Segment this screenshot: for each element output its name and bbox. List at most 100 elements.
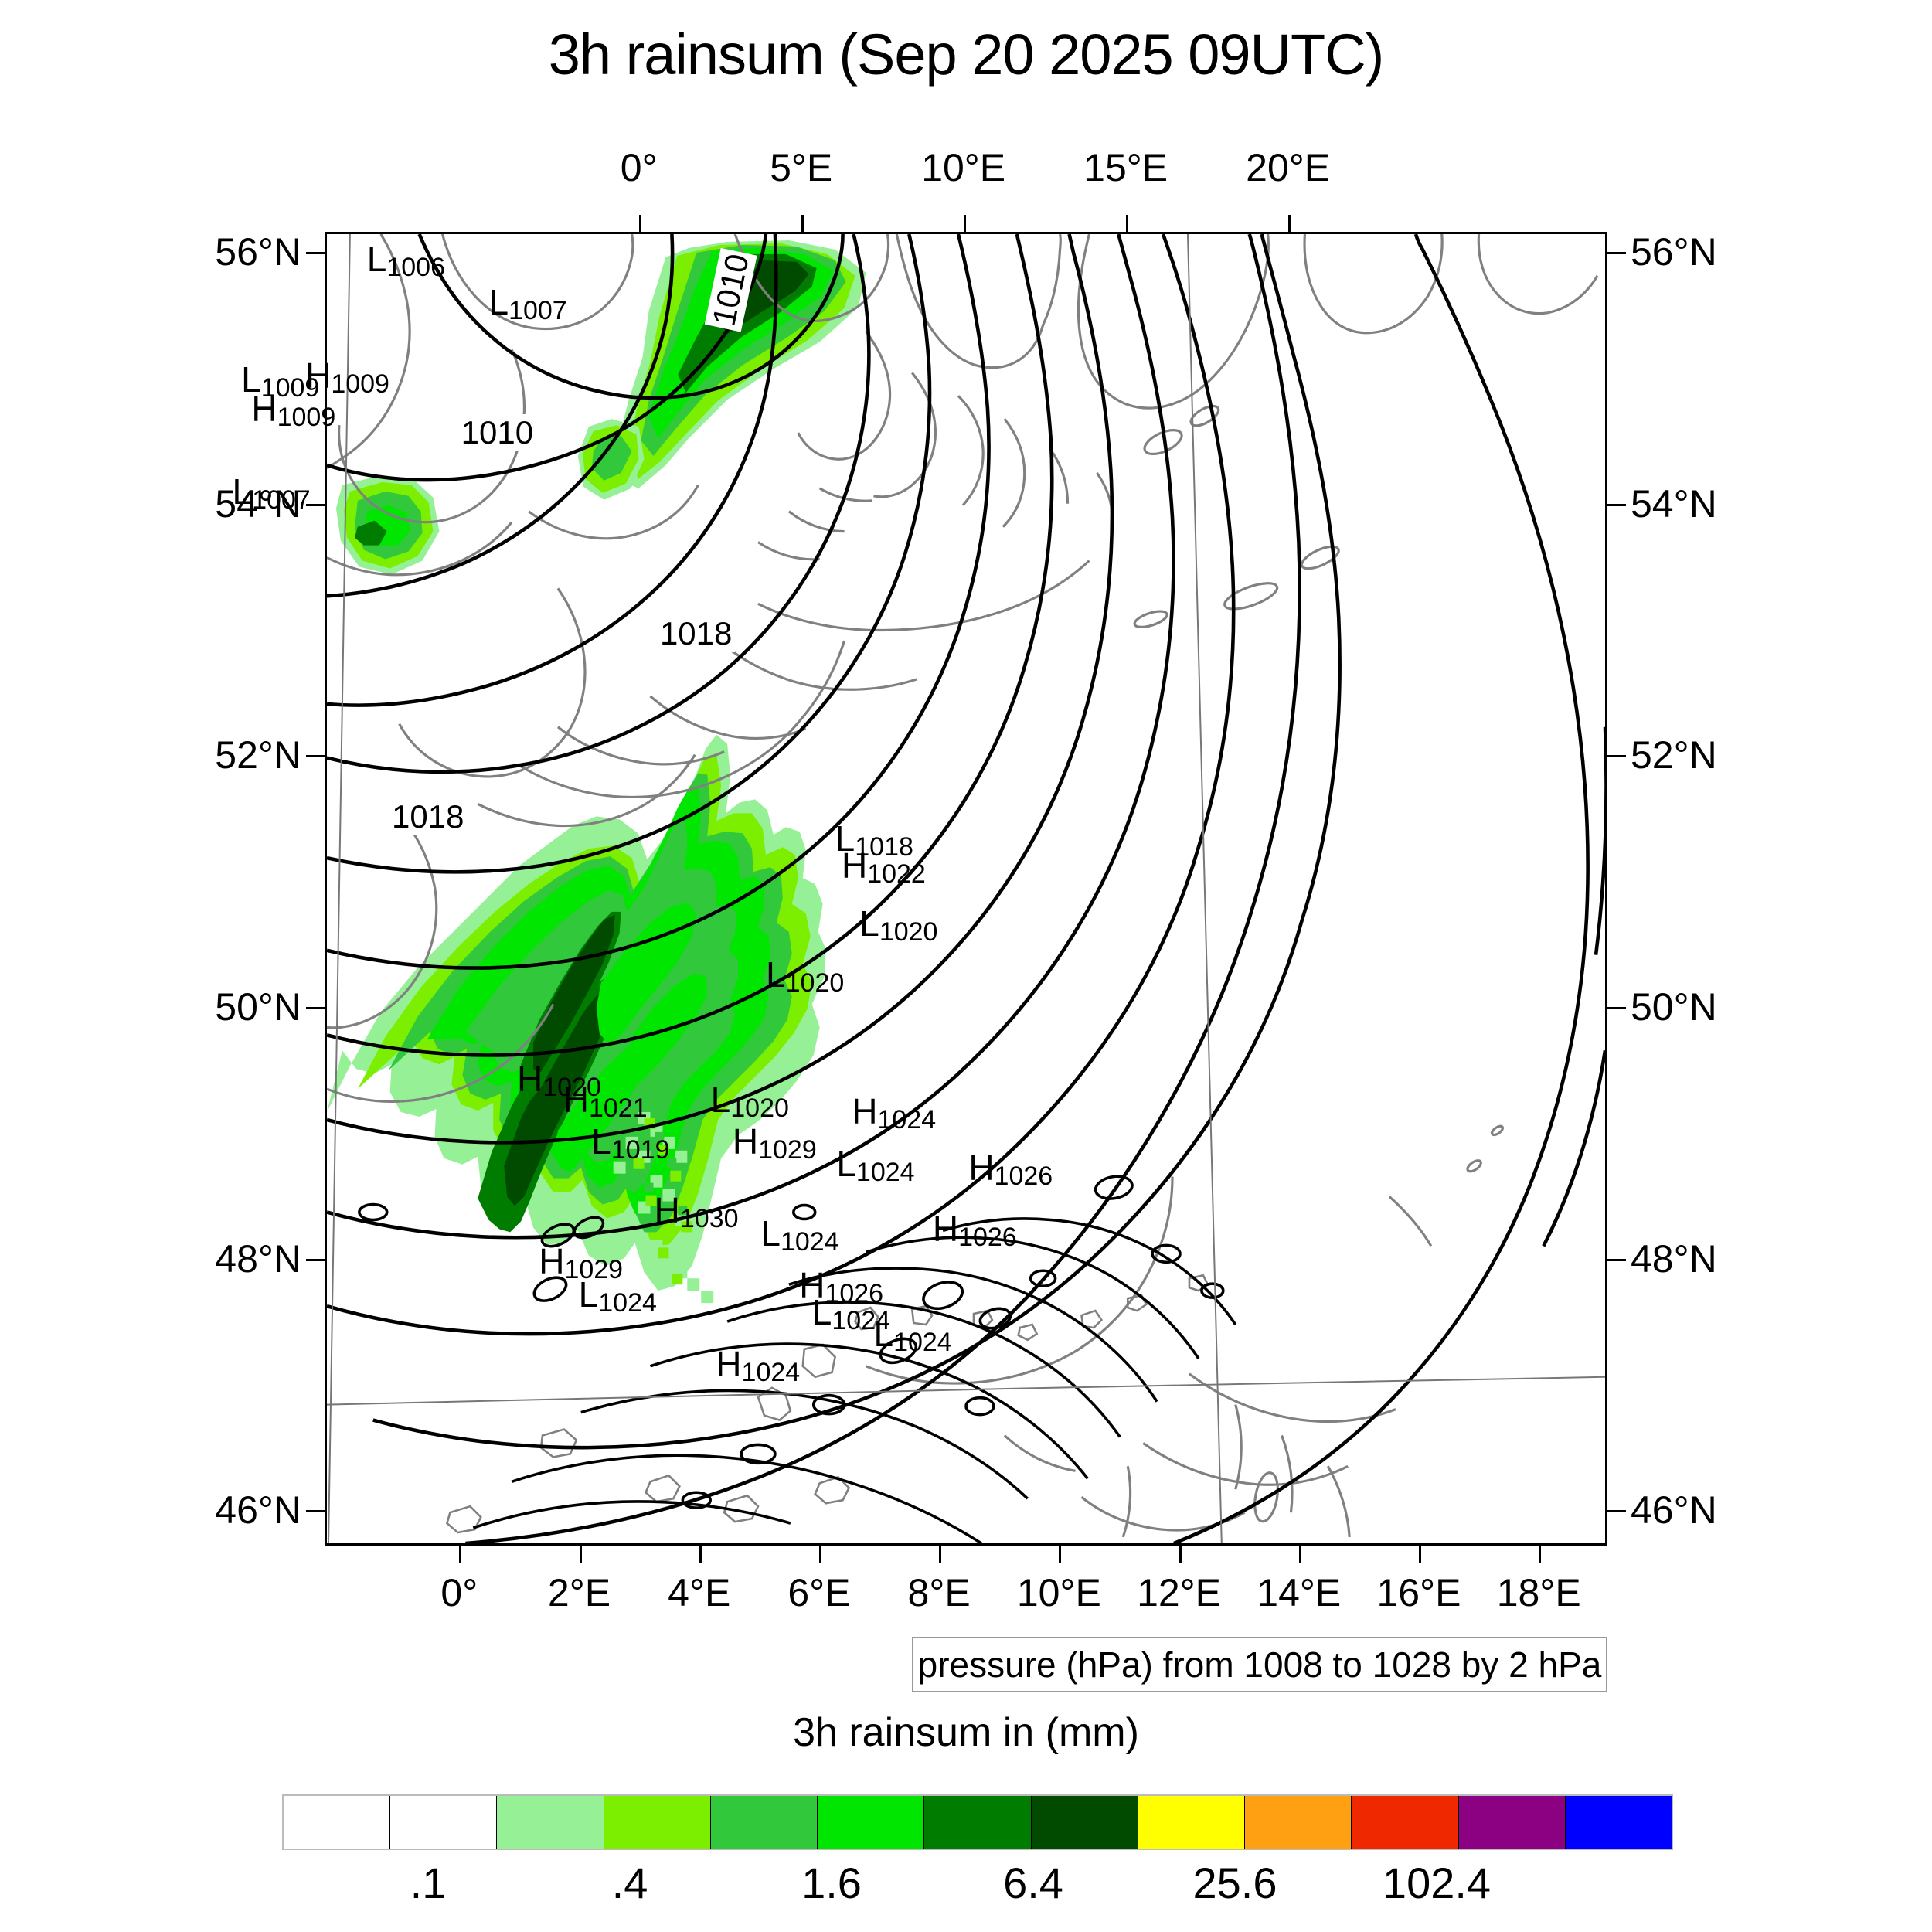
pressure-center-l-1007-5: L1007 [232, 474, 310, 513]
pressure-center-type: H [841, 845, 868, 886]
left-tick-3 [306, 1007, 325, 1009]
left-tick-5 [306, 1510, 325, 1513]
pressure-center-type: H [305, 355, 332, 396]
pressure-center-type: H [852, 1091, 878, 1132]
colorbar-segment-10 [1352, 1796, 1459, 1849]
right-axis-label-2: 52°N [1631, 733, 1717, 777]
pressure-center-value: 1018 [855, 832, 913, 862]
pressure-center-value: 1024 [832, 1306, 891, 1336]
pressure-center-type: L [578, 1274, 599, 1315]
pressure-center-h-1029-21: H1029 [539, 1243, 623, 1283]
colorbar-tick-5: 102.4 [1382, 1859, 1492, 1907]
colorbar-segment-0 [284, 1796, 391, 1849]
top-axis-label-3: 15°E [1083, 146, 1168, 189]
pressure-center-value: 1020 [730, 1093, 789, 1123]
bottom-axis-label-2: 4°E [668, 1571, 731, 1614]
pressure-center-type: L [835, 818, 855, 859]
pressure-center-type: L [488, 282, 509, 322]
bottom-axis-label-7: 14°E [1257, 1571, 1342, 1614]
pressure-center-type: L [873, 1313, 894, 1354]
colorbar-tick-0: .1 [410, 1859, 447, 1907]
colorbar-segment-3 [604, 1796, 711, 1849]
pressure-center-value: 1020 [543, 1072, 601, 1102]
pressure-center-l-1019-14: L1019 [591, 1124, 669, 1163]
colorbar-segment-2 [497, 1796, 604, 1849]
bottom-axis-label-0: 0° [440, 1571, 478, 1614]
colorbar-segment-6 [924, 1796, 1032, 1849]
pressure-center-l-1024-25: L1024 [873, 1316, 951, 1355]
pressure-center-type: H [251, 388, 277, 429]
pressure-center-type: H [539, 1241, 565, 1281]
pressure-center-l-1024-24: L1024 [812, 1294, 890, 1334]
left-axis-label-4: 48°N [215, 1236, 301, 1281]
pressure-center-type: L [859, 903, 879, 944]
pressure-center-type: L [836, 1144, 856, 1185]
pressure-center-type: H [932, 1208, 959, 1249]
bottom-tick-4 [939, 1546, 942, 1563]
right-axis-label-0: 56°N [1631, 230, 1717, 274]
pressure-center-l-1018-6: L1018 [835, 821, 913, 860]
bottom-axis-label-8: 16°E [1376, 1571, 1461, 1614]
isobar-label-1018-3: 1018 [389, 798, 468, 835]
left-axis-label-1: 54°N [215, 481, 301, 526]
pressure-center-type: L [766, 954, 786, 995]
pressure-center-h-1024-13: H1024 [852, 1094, 936, 1133]
colorbar-segment-1 [390, 1796, 498, 1849]
right-tick-4 [1607, 1258, 1626, 1261]
bottom-tick-9 [1539, 1546, 1542, 1563]
pressure-center-value: 1029 [758, 1135, 817, 1165]
left-tick-2 [306, 755, 325, 758]
pressure-center-l-1020-9: L1020 [766, 957, 844, 996]
bottom-tick-6 [1179, 1546, 1182, 1563]
pressure-center-h-1021-11: H1021 [563, 1082, 648, 1121]
pressure-center-value: 1009 [277, 402, 336, 432]
pressure-center-type: L [591, 1121, 611, 1162]
pressure-center-value: 1024 [893, 1327, 952, 1357]
colorbar-tick-labels: .1 .4 1.6 6.4 25.6 102.4 [282, 1858, 1673, 1920]
colorbar[interactable] [282, 1794, 1673, 1850]
pressure-center-type: L [241, 359, 261, 400]
right-tick-1 [1607, 503, 1626, 506]
pressure-center-l-1024-16: L1024 [836, 1146, 914, 1185]
pressure-center-type: H [517, 1058, 543, 1099]
pressure-center-type: H [732, 1121, 759, 1162]
pressure-center-l-1009-2: L1009 [241, 362, 319, 401]
right-tick-5 [1607, 1510, 1626, 1513]
pressure-center-value: 1024 [855, 1158, 915, 1188]
bottom-axis-label-6: 12°E [1137, 1571, 1222, 1614]
right-axis-label-1: 54°N [1631, 481, 1717, 526]
map-panel[interactable] [325, 232, 1607, 1546]
colorbar-segment-7 [1031, 1796, 1138, 1849]
pressure-center-l-1024-20: L1024 [760, 1216, 838, 1255]
pressure-center-h-1020-10: H1020 [517, 1061, 601, 1100]
pressure-center-type: L [760, 1213, 781, 1254]
pressure-center-value: 1029 [564, 1255, 624, 1284]
pressure-center-h-1009-4: H1009 [251, 391, 335, 430]
left-tick-4 [306, 1258, 325, 1261]
colorbar-title: 3h rainsum in (mm) [793, 1710, 1139, 1755]
graticule-layer [327, 234, 1605, 1543]
pressure-center-type: L [811, 1292, 832, 1333]
bottom-tick-0 [459, 1546, 462, 1563]
top-tick-4 [1287, 215, 1291, 232]
pressure-center-l-1024-22: L1024 [579, 1277, 657, 1316]
right-axis-label-5: 46°N [1631, 1488, 1717, 1532]
pressure-center-value: 1020 [879, 917, 938, 947]
left-tick-0 [306, 252, 325, 255]
colorbar-tick-2: 1.6 [801, 1859, 862, 1907]
bottom-tick-8 [1418, 1546, 1421, 1563]
left-axis-label-5: 46°N [215, 1488, 301, 1532]
pressure-center-l-1006-0: L1006 [367, 241, 445, 281]
isobar-layer [327, 234, 1605, 1543]
colorbar-segment-8 [1138, 1796, 1246, 1849]
colorbar-tick-1: .4 [611, 1859, 648, 1907]
colorbar-tick-4: 25.6 [1192, 1859, 1277, 1907]
left-axis-label-3: 50°N [215, 985, 301, 1029]
pressure-center-value: 1020 [785, 968, 845, 998]
pressure-center-value: 1009 [331, 369, 389, 400]
bottom-tick-7 [1298, 1546, 1301, 1563]
pressure-center-h-1026-18: H1026 [968, 1150, 1053, 1189]
pressure-center-type: H [799, 1264, 825, 1305]
pressure-center-h-1024-26: H1024 [716, 1346, 800, 1386]
pressure-center-value: 1006 [386, 252, 445, 282]
